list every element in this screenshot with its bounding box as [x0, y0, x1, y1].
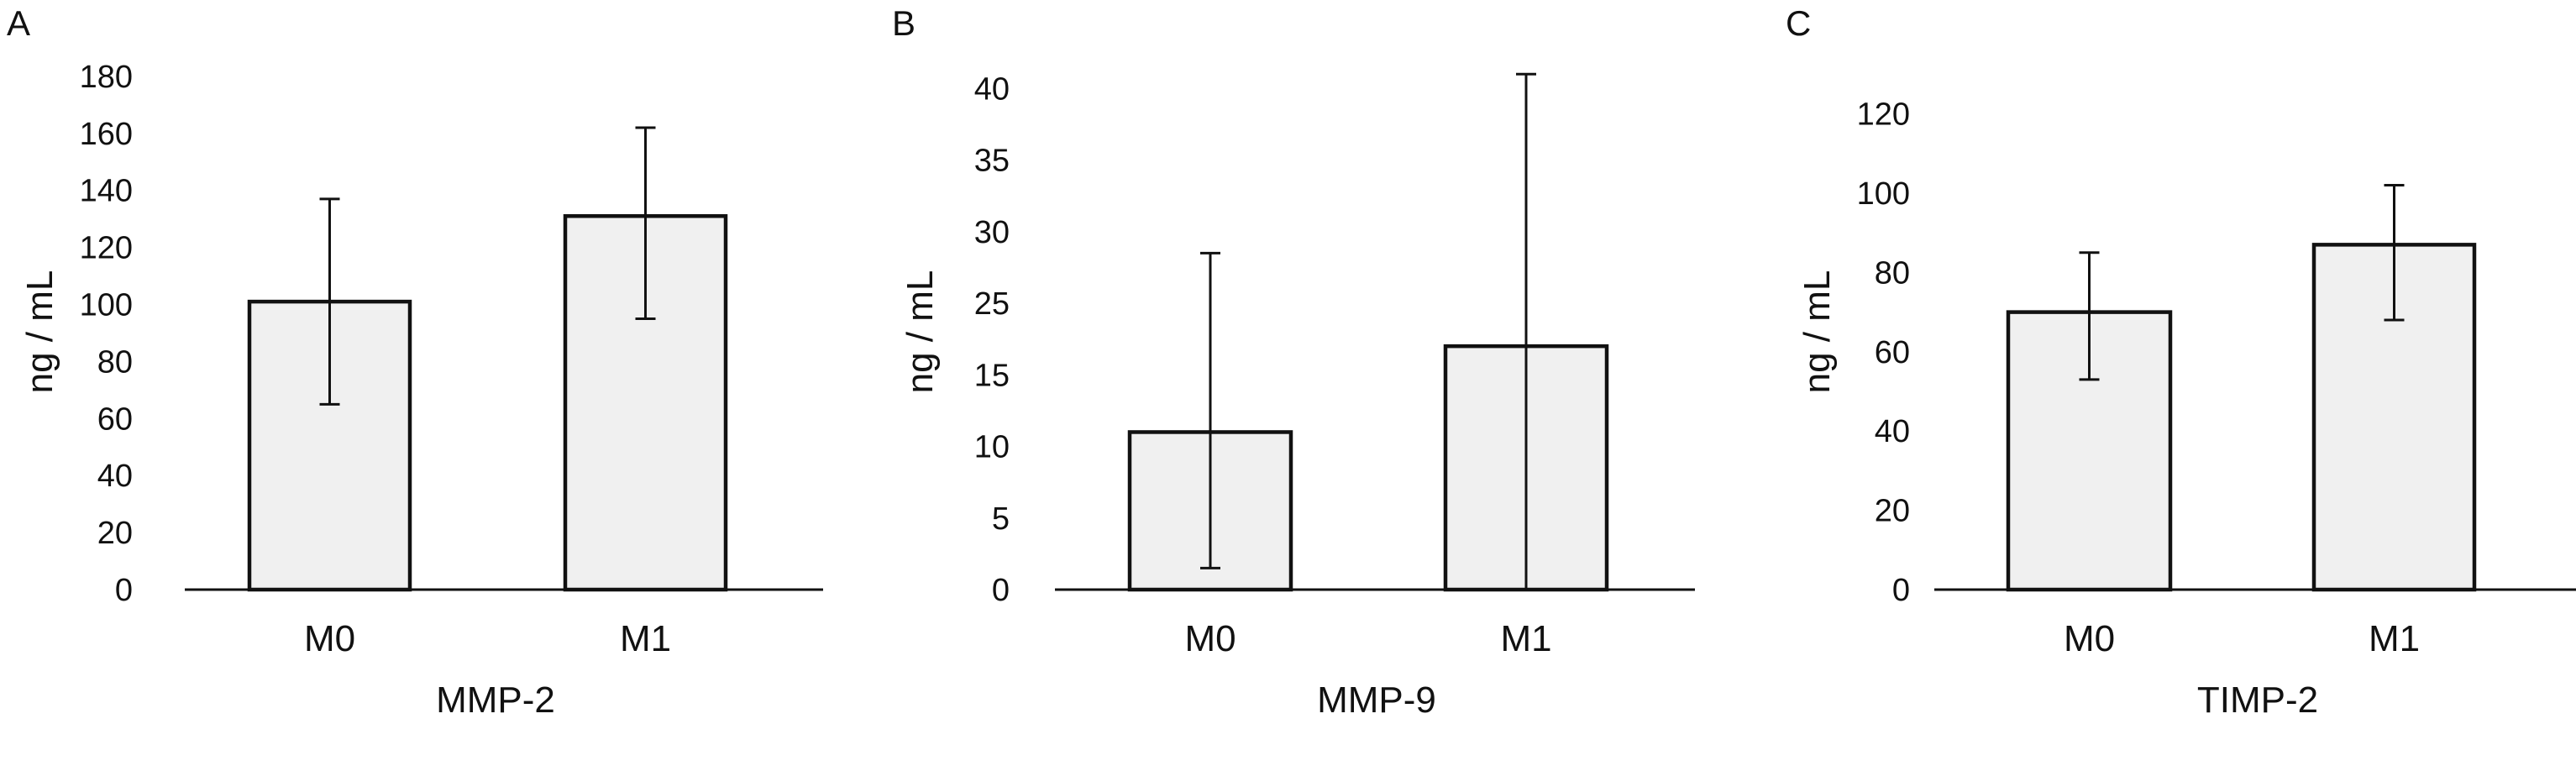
y-tick-label: 100 — [1857, 176, 1910, 212]
y-tick-label: 80 — [97, 344, 133, 380]
x-category-label: M0 — [1184, 618, 1236, 659]
x-category-label: M1 — [2369, 618, 2420, 659]
x-axis-title: MMP-9 — [1317, 679, 1436, 721]
x-category-label: M0 — [2064, 618, 2115, 659]
x-category-label: M0 — [304, 618, 355, 659]
x-axis-title: TIMP-2 — [2197, 679, 2318, 721]
y-tick-label: 25 — [974, 286, 1010, 322]
y-axis-title: ng / mL — [900, 270, 941, 394]
y-tick-label: 60 — [1875, 335, 1910, 370]
y-tick-label: 40 — [974, 71, 1010, 107]
panel-b: Bng / mL 0 5 10 15 25 30 35 40 M0 M1 MMP-9 — [892, 3, 1695, 721]
y-tick-label: 160 — [80, 117, 133, 152]
panel-letter: B — [892, 3, 916, 43]
x-category-label: M1 — [620, 618, 671, 659]
panel-a: Ang / mL 0 20 40 60 80 100 120 140 160 180 M0 M1 MMP-… — [7, 3, 823, 721]
y-axis-title: ng / mL — [19, 270, 60, 394]
y-tick-label: 60 — [97, 401, 133, 437]
y-tick-label: 0 — [115, 573, 133, 608]
y-axis-title: ng / mL — [1797, 270, 1838, 394]
y-tick-label: 20 — [1875, 494, 1910, 529]
y-tick-label: 40 — [1875, 414, 1910, 449]
y-tick-label: 140 — [80, 174, 133, 209]
panel-letter: A — [7, 3, 30, 43]
y-tick-label: 20 — [97, 516, 133, 551]
y-tick-label: 120 — [80, 231, 133, 266]
y-tick-label: 0 — [992, 573, 1010, 608]
y-tick-label: 0 — [1892, 573, 1910, 608]
y-tick-label: 10 — [974, 430, 1010, 465]
panel-c: Cng / mL 0 20 40 60 80 100 120 M0 M1 TIMP-2 — [1786, 3, 2576, 721]
y-tick-label: 100 — [80, 288, 133, 323]
y-tick-label: 80 — [1875, 255, 1910, 291]
x-axis-title: MMP-2 — [436, 679, 555, 721]
y-tick-label: 5 — [992, 501, 1010, 537]
y-tick-label: 15 — [974, 358, 1010, 393]
panel-letter: C — [1786, 3, 1811, 43]
y-tick-label: 120 — [1857, 97, 1910, 133]
y-tick-label: 35 — [974, 144, 1010, 179]
x-category-label: M1 — [1500, 618, 1551, 659]
y-tick-label: 180 — [80, 60, 133, 95]
y-tick-label: 30 — [974, 215, 1010, 250]
y-tick-label: 40 — [97, 459, 133, 494]
